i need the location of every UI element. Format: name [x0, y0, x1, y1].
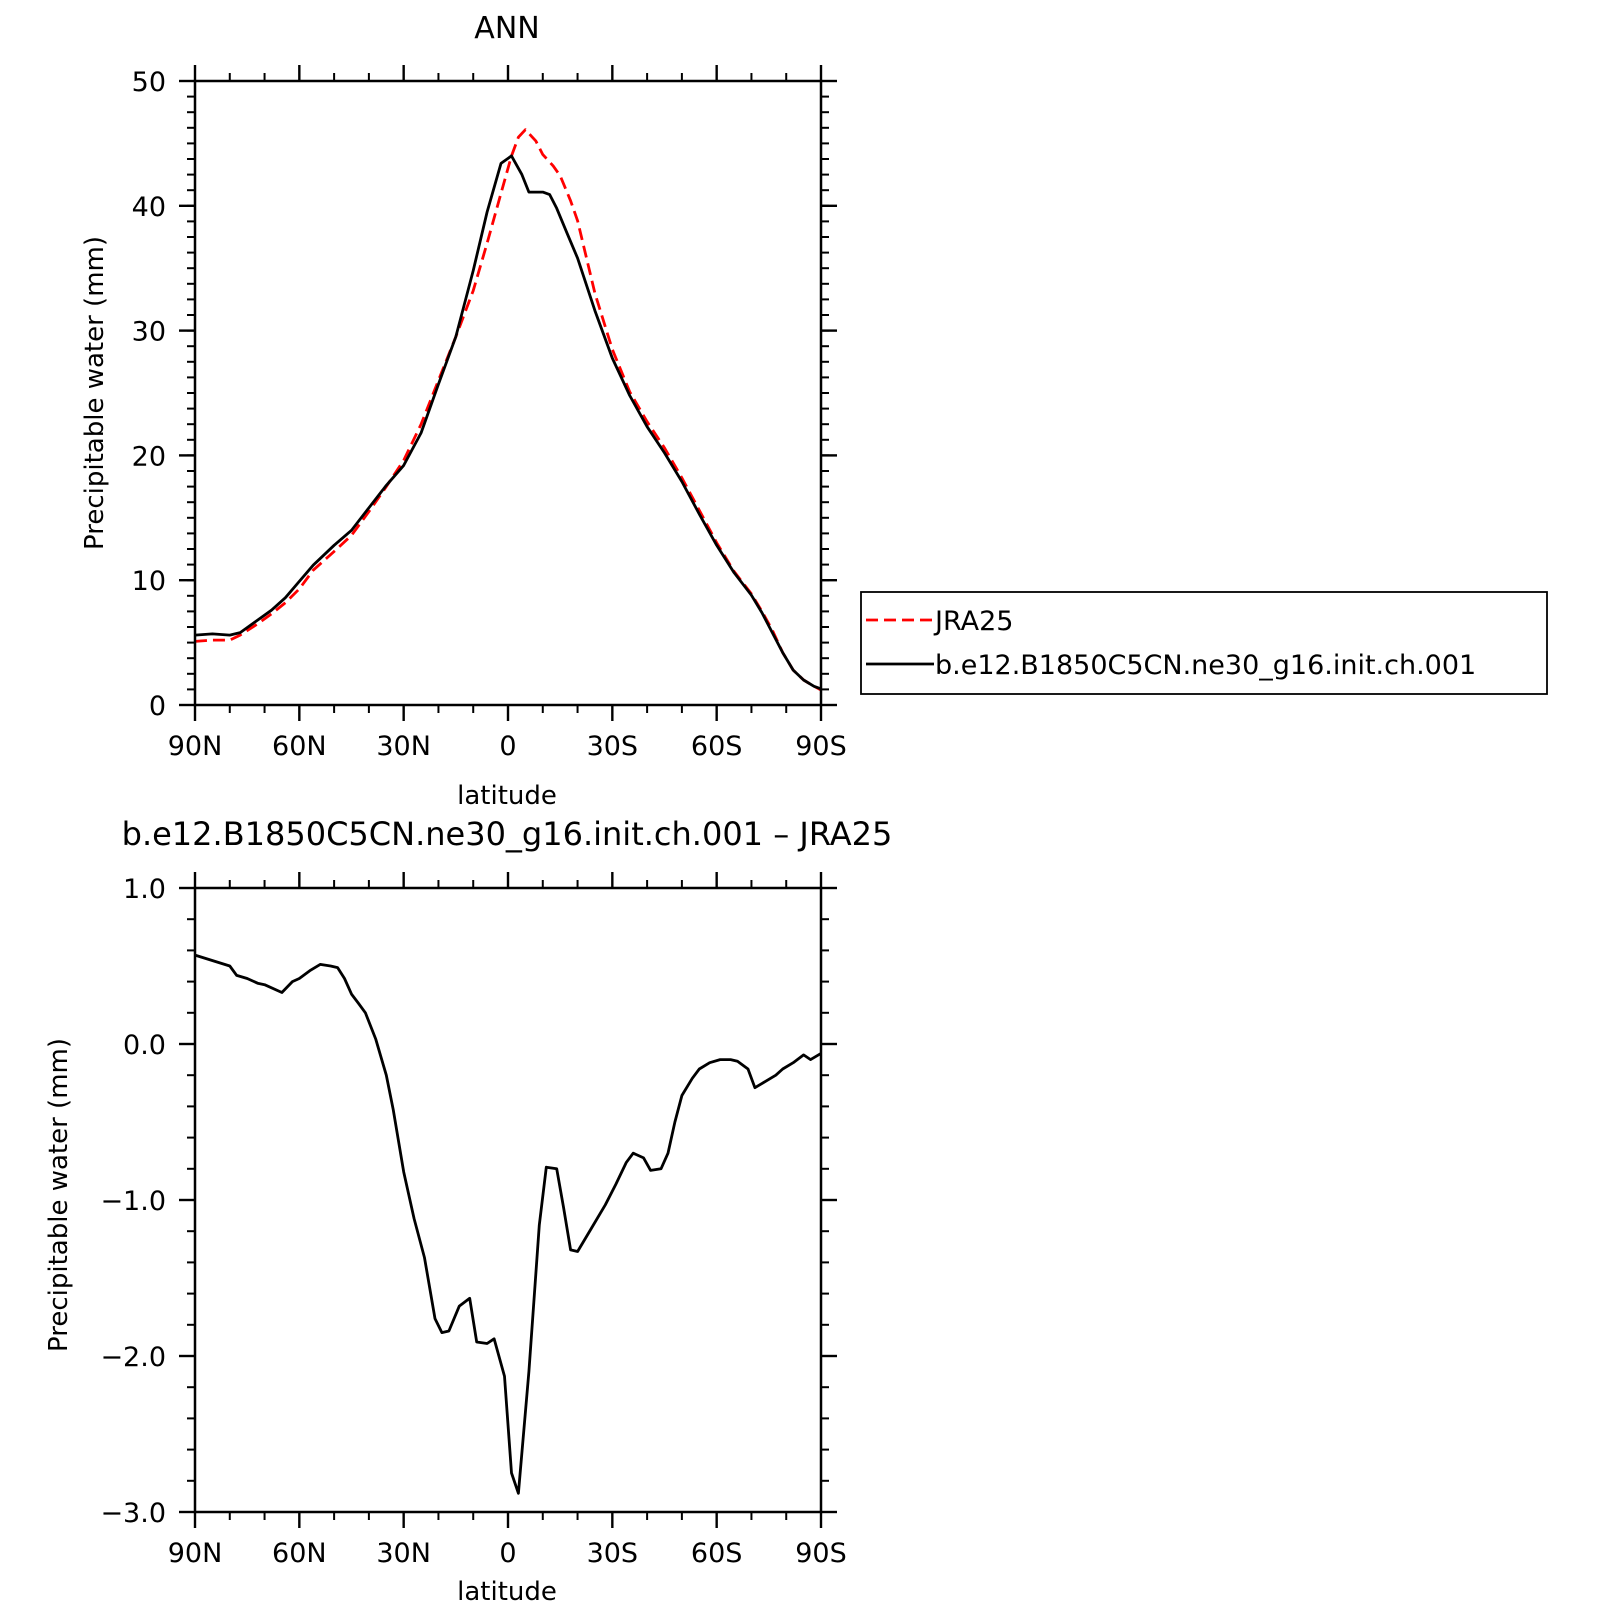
bottom-x-tick-label: 90S	[795, 1538, 847, 1569]
top-series-line-b-e12-b1850c5cn-ne30-g16-init-ch-001	[195, 154, 821, 691]
top-x-tick-label: 90S	[795, 731, 847, 762]
legend: JRA25 b.e12.B1850C5CN.ne30_g16.init.ch.0…	[860, 591, 1548, 695]
bottom-x-tick-label: 60S	[691, 1538, 743, 1569]
top-x-tick-label: 60S	[691, 731, 743, 762]
legend-box	[860, 591, 1548, 695]
bottom-x-tick-label: 30S	[587, 1538, 639, 1569]
bottom-title: b.e12.B1850C5CN.ne30_g16.init.ch.001 – J…	[122, 815, 893, 853]
bottom-y-tick-label: 0.0	[123, 1030, 166, 1061]
top-ticks	[179, 65, 837, 721]
top-tick-labels: 90N 60N 30N 0 30S 60S 90S 0 10 20 30 40 50	[132, 67, 847, 762]
top-panel: ANN 90N 60N 30N 0 30S 60S 90S 0 10 20 30 40 50 latit…	[80, 11, 847, 811]
bottom-x-tick-label: 0	[499, 1538, 516, 1569]
legend-label-jra25: JRA25	[933, 606, 1013, 637]
top-y-tick-label: 10	[132, 566, 166, 597]
bottom-tick-labels: 90N 60N 30N 0 30S 60S 90S −3.0 −2.0 −1.0 0.0 1.0	[100, 874, 846, 1569]
top-y-axis-label: Precipitable water (mm)	[80, 236, 110, 550]
bottom-y-tick-label: 1.0	[123, 874, 166, 905]
top-x-tick-label: 30N	[376, 731, 431, 762]
top-x-tick-label: 60N	[272, 731, 327, 762]
bottom-x-axis-label: latitude	[457, 1577, 557, 1607]
top-lines	[195, 128, 821, 692]
top-x-axis-label: latitude	[457, 781, 557, 811]
bottom-y-tick-label: −2.0	[100, 1342, 166, 1373]
top-x-tick-label: 90N	[168, 731, 223, 762]
top-title: ANN	[474, 11, 539, 46]
bottom-y-axis-label: Precipitable water (mm)	[44, 1038, 74, 1352]
top-y-tick-label: 30	[132, 317, 166, 348]
top-x-tick-label: 0	[499, 731, 516, 762]
legend-label-model: b.e12.B1850C5CN.ne30_g16.init.ch.001	[935, 650, 1476, 681]
bottom-y-tick-label: −1.0	[100, 1186, 166, 1217]
top-y-tick-label: 20	[132, 441, 166, 472]
top-y-tick-label: 0	[149, 691, 166, 722]
bottom-series-line-0	[195, 953, 821, 1495]
top-y-tick-label: 40	[132, 192, 166, 223]
bottom-x-tick-label: 90N	[168, 1538, 223, 1569]
top-y-tick-label: 50	[132, 67, 166, 98]
top-plot-frame	[193, 79, 823, 707]
bottom-x-tick-label: 30N	[376, 1538, 431, 1569]
bottom-lines	[195, 953, 821, 1495]
bottom-plot-frame	[193, 886, 823, 1514]
bottom-panel: b.e12.B1850C5CN.ne30_g16.init.ch.001 – J…	[44, 815, 892, 1607]
bottom-x-tick-label: 60N	[272, 1538, 327, 1569]
bottom-y-tick-label: −3.0	[100, 1498, 166, 1529]
top-series-line-jra25	[195, 128, 821, 692]
bottom-ticks	[179, 872, 837, 1528]
top-x-tick-label: 30S	[587, 731, 639, 762]
